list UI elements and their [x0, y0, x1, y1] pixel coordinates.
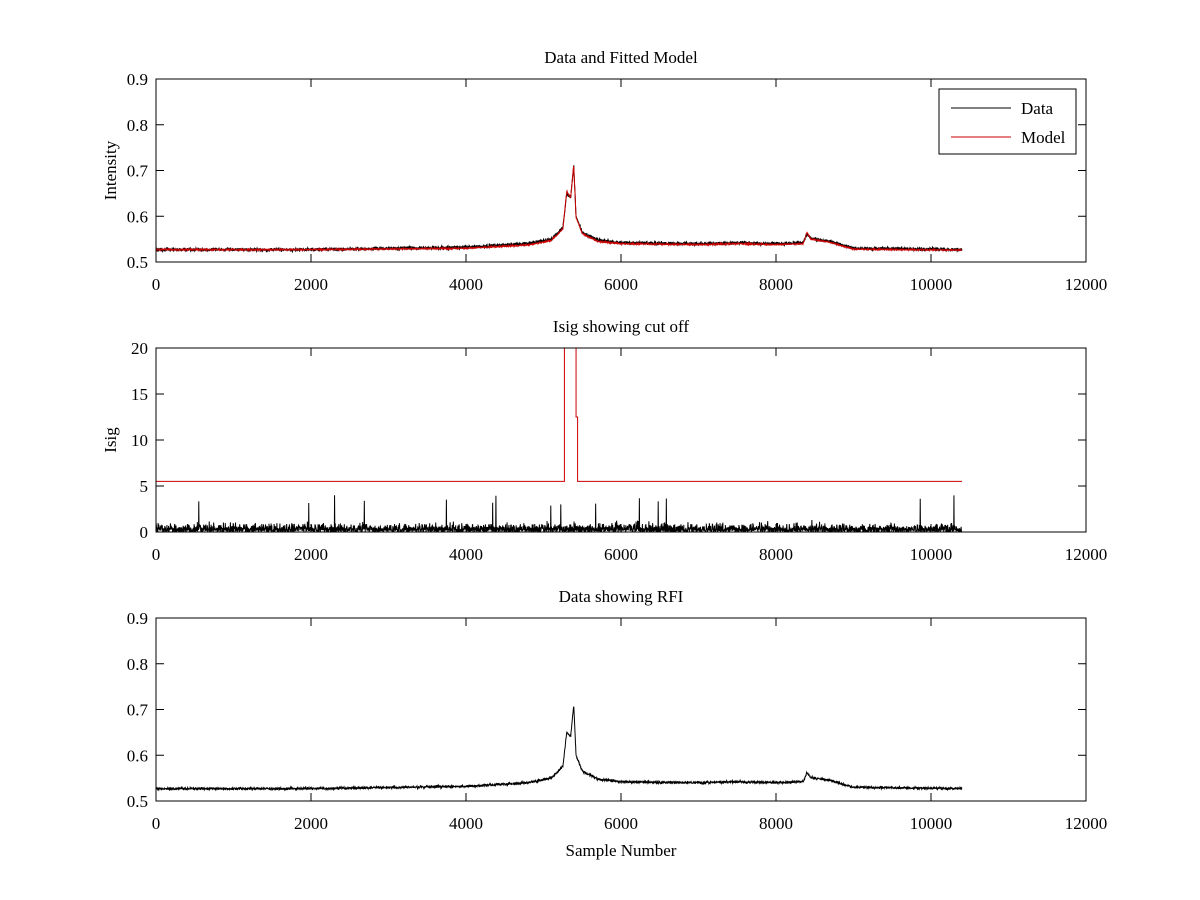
x-tick-label: 4000: [449, 545, 483, 564]
series-line-1-2: [156, 165, 962, 253]
x-tick-label: 10000: [910, 275, 953, 294]
y-tick-label: 0.5: [127, 792, 148, 811]
series-line-2-1: [156, 495, 963, 532]
legend-box: [938, 88, 1077, 155]
x-tick-label: 2000: [294, 275, 328, 294]
y-axis-label: Intensity: [101, 140, 120, 200]
x-tick-label: 12000: [1065, 545, 1108, 564]
series-line-3-1: [156, 706, 963, 792]
x-tick-label: 6000: [604, 814, 638, 833]
x-tick-label: 12000: [1065, 275, 1108, 294]
y-tick-label: 0: [140, 523, 149, 542]
chart-panel-2: 0 2000 4000 6000 8000 10000 12000 0 5 10 15 20 Isig …: [101, 317, 1107, 564]
x-tick-label: 2000: [294, 814, 328, 833]
x-tick-label: 0: [152, 545, 161, 564]
x-tick-label: 12000: [1065, 814, 1108, 833]
y-tick-label: 20: [131, 339, 148, 358]
x-tick-label: 0: [152, 275, 161, 294]
y-tick-label: 0.8: [127, 116, 148, 135]
y-tick-label: 0.9: [127, 609, 148, 628]
series-line-1-1: [156, 164, 963, 254]
x-tick-label: 8000: [759, 275, 793, 294]
x-axis-label: Sample Number: [566, 841, 677, 860]
y-tick-label: 0.8: [127, 655, 148, 674]
y-tick-label: 0.7: [127, 162, 149, 181]
x-tick-label: 4000: [449, 814, 483, 833]
chart-title: Data showing RFI: [559, 587, 684, 606]
x-tick-label: 8000: [759, 545, 793, 564]
x-tick-label: 6000: [604, 275, 638, 294]
y-tick-label: 0.5: [127, 253, 148, 272]
chart-title: Isig showing cut off: [553, 317, 689, 336]
legend-label: Data: [1021, 99, 1054, 118]
chart-panel-1: 0 2000 4000 6000 8000 10000 12000 0.5 0.6 0.7 0.8 0…: [101, 48, 1107, 294]
y-tick-label: 10: [131, 431, 148, 450]
y-tick-label: 5: [140, 477, 149, 496]
y-tick-label: 0.6: [127, 207, 148, 226]
y-tick-label: 0.9: [127, 70, 148, 89]
y-tick-label: 15: [131, 385, 148, 404]
chart-title: Data and Fitted Model: [544, 48, 698, 67]
legend-label: Model: [1021, 128, 1066, 147]
x-tick-label: 4000: [449, 275, 483, 294]
legend: Data Model: [938, 88, 1077, 155]
axes-frame: [155, 347, 1087, 533]
x-tick-label: 8000: [759, 814, 793, 833]
x-tick-label: 0: [152, 814, 161, 833]
series-line-2-2: [156, 348, 962, 482]
x-tick-label: 10000: [910, 545, 953, 564]
x-tick-label: 10000: [910, 814, 953, 833]
y-tick-label: 0.7: [127, 701, 149, 720]
x-tick-label: 6000: [604, 545, 638, 564]
chart-panel-3: 0 2000 4000 6000 8000 10000 12000 0.5 0.6 0.7 0.8 0…: [127, 587, 1108, 860]
x-tick-label: 2000: [294, 545, 328, 564]
y-axis-label: Isig: [101, 427, 120, 453]
y-tick-label: 0.6: [127, 746, 148, 765]
axes-frame: [155, 617, 1087, 802]
